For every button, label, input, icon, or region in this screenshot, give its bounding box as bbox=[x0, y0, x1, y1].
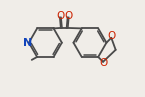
Text: O: O bbox=[108, 31, 116, 41]
Text: O: O bbox=[99, 58, 108, 68]
Text: O: O bbox=[64, 11, 72, 21]
Text: N: N bbox=[23, 38, 32, 48]
Text: O: O bbox=[56, 11, 65, 21]
